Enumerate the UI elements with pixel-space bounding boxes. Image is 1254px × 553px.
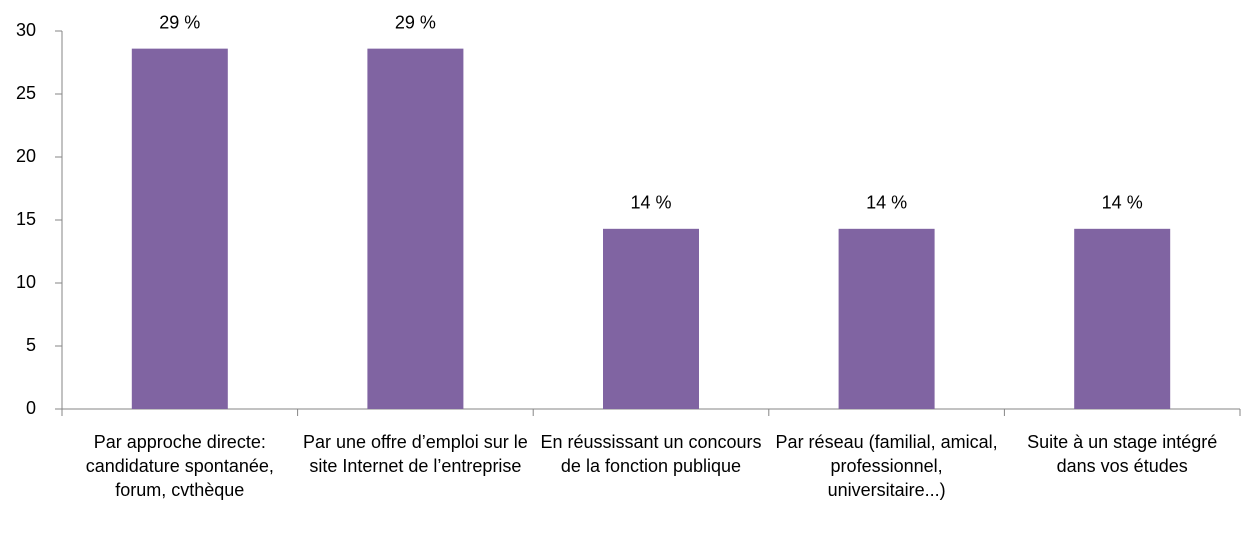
y-tick-label: 15 bbox=[16, 209, 36, 229]
value-label: 14 % bbox=[630, 193, 671, 213]
x-tick-label: Par réseau (familial, amical, profession… bbox=[775, 432, 998, 500]
x-tick-label: En réussissant un concours de la fonctio… bbox=[540, 432, 762, 476]
value-label: 14 % bbox=[1102, 193, 1143, 213]
bar bbox=[1074, 228, 1171, 409]
y-tick-label: 20 bbox=[16, 146, 36, 166]
bar bbox=[603, 228, 699, 409]
y-tick-label: 10 bbox=[16, 272, 36, 292]
bar bbox=[367, 48, 464, 409]
y-tick-label: 25 bbox=[16, 83, 36, 103]
y-tick-label: 30 bbox=[16, 20, 36, 40]
value-label: 29 % bbox=[395, 12, 436, 32]
value-label: 14 % bbox=[866, 193, 907, 213]
bar bbox=[131, 48, 228, 409]
y-tick-label: 5 bbox=[26, 335, 36, 355]
value-label: 29 % bbox=[159, 12, 200, 32]
x-tick-label: Par une offre d’emploi sur le site Inter… bbox=[302, 432, 528, 476]
x-tick-label: Suite à un stage intégré dans vos études bbox=[1027, 432, 1218, 476]
bar bbox=[838, 228, 935, 409]
x-tick-label: Par approche directe: candidature sponta… bbox=[85, 432, 274, 500]
y-tick-label: 0 bbox=[26, 398, 36, 418]
